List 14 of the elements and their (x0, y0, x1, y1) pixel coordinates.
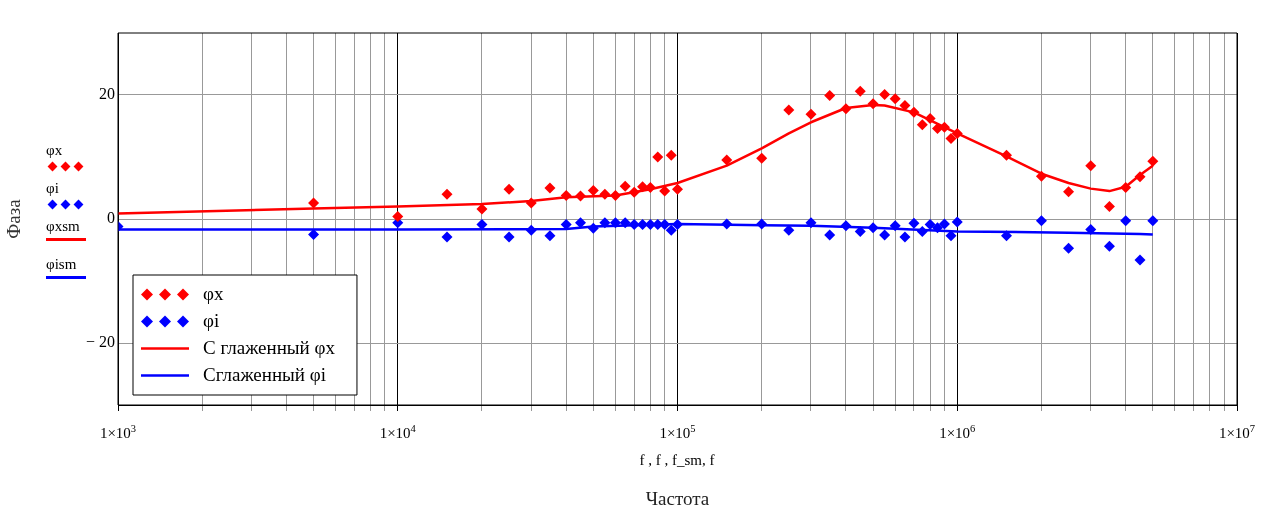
y-tick-label: 20 (99, 85, 115, 103)
text: φx (46, 142, 64, 159)
text: φi (46, 180, 60, 197)
y-axis-title: Фаза (3, 198, 25, 239)
legend-label: С глаженный φx (203, 337, 336, 359)
y-tick-label: − 20 (85, 333, 115, 351)
text: φxsm (46, 218, 81, 235)
text: φism (46, 256, 78, 273)
y-tick-label: 0 (107, 209, 115, 227)
x-axis-title: Частота (645, 488, 710, 509)
legend-label: φx (203, 283, 224, 305)
legend-label: φi (203, 310, 220, 332)
legend-label: Сглаженный φi (203, 364, 326, 386)
text: f , f , f_sm, f (638, 452, 716, 469)
